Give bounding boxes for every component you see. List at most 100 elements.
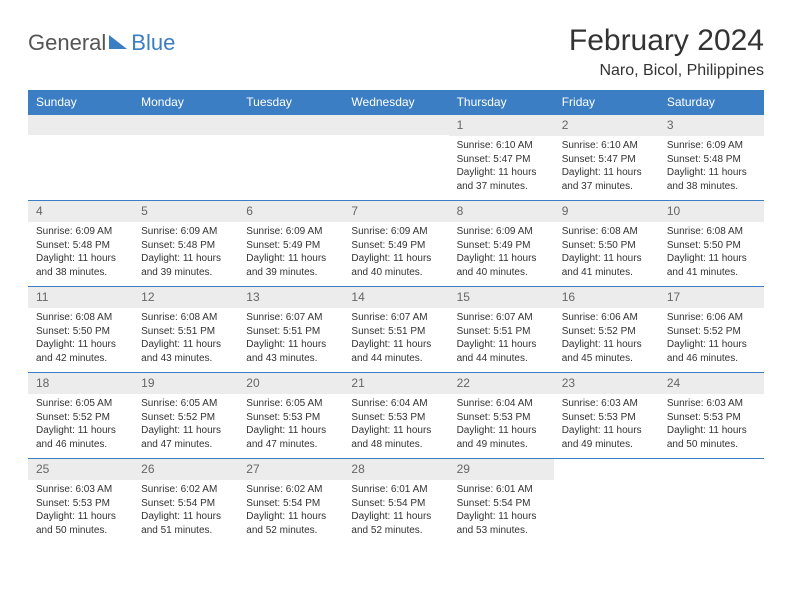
sunrise-value: 6:09 AM <box>496 226 533 237</box>
sunset-value: 5:54 PM <box>493 498 530 509</box>
calendar-cell <box>28 115 133 201</box>
daylight-label: Daylight: <box>457 253 496 264</box>
day-header: Wednesday <box>343 90 448 115</box>
sunrise-value: 6:08 AM <box>706 226 743 237</box>
day-body: Sunrise: 6:05 AMSunset: 5:52 PMDaylight:… <box>133 394 238 457</box>
sunset-label: Sunset: <box>36 498 70 509</box>
sunrise-value: 6:09 AM <box>286 226 323 237</box>
sunrise-label: Sunrise: <box>141 398 178 409</box>
sunrise-line: Sunrise: 6:06 AM <box>562 311 651 325</box>
sunrise-value: 6:01 AM <box>391 484 428 495</box>
day-number-empty <box>28 115 133 135</box>
sunset-value: 5:53 PM <box>388 412 425 423</box>
sunset-line: Sunset: 5:53 PM <box>457 411 546 425</box>
calendar-cell: 3Sunrise: 6:09 AMSunset: 5:48 PMDaylight… <box>659 115 764 201</box>
sunrise-line: Sunrise: 6:03 AM <box>562 397 651 411</box>
calendar-table: SundayMondayTuesdayWednesdayThursdayFrid… <box>28 90 764 545</box>
sunset-label: Sunset: <box>457 240 491 251</box>
sunrise-line: Sunrise: 6:02 AM <box>246 483 335 497</box>
calendar-cell: 20Sunrise: 6:05 AMSunset: 5:53 PMDayligh… <box>238 373 343 459</box>
sunrise-value: 6:03 AM <box>706 398 743 409</box>
daylight-label: Daylight: <box>246 425 285 436</box>
sunset-value: 5:52 PM <box>178 412 215 423</box>
daylight-line: Daylight: 11 hours and 50 minutes. <box>667 424 756 451</box>
logo-mark-icon <box>109 35 127 49</box>
calendar-cell: 23Sunrise: 6:03 AMSunset: 5:53 PMDayligh… <box>554 373 659 459</box>
day-number: 29 <box>449 459 554 480</box>
day-number: 5 <box>133 201 238 222</box>
sunset-line: Sunset: 5:52 PM <box>562 325 651 339</box>
day-number: 1 <box>449 115 554 136</box>
day-header: Friday <box>554 90 659 115</box>
daylight-label: Daylight: <box>141 511 180 522</box>
sunset-line: Sunset: 5:53 PM <box>246 411 335 425</box>
daylight-label: Daylight: <box>562 425 601 436</box>
daylight-line: Daylight: 11 hours and 45 minutes. <box>562 338 651 365</box>
sunset-label: Sunset: <box>141 498 175 509</box>
sunset-label: Sunset: <box>667 154 701 165</box>
sunrise-line: Sunrise: 6:08 AM <box>667 225 756 239</box>
sunset-value: 5:48 PM <box>73 240 110 251</box>
calendar-cell: 26Sunrise: 6:02 AMSunset: 5:54 PMDayligh… <box>133 459 238 545</box>
daylight-label: Daylight: <box>246 339 285 350</box>
day-number: 6 <box>238 201 343 222</box>
daylight-line: Daylight: 11 hours and 39 minutes. <box>246 252 335 279</box>
sunrise-line: Sunrise: 6:06 AM <box>667 311 756 325</box>
sunrise-label: Sunrise: <box>351 312 388 323</box>
sunrise-line: Sunrise: 6:08 AM <box>141 311 230 325</box>
logo-word2: Blue <box>131 30 175 56</box>
calendar-cell <box>238 115 343 201</box>
sunset-line: Sunset: 5:50 PM <box>36 325 125 339</box>
day-number-empty <box>133 115 238 135</box>
sunrise-label: Sunrise: <box>457 398 494 409</box>
daylight-label: Daylight: <box>457 511 496 522</box>
sunrise-line: Sunrise: 6:04 AM <box>351 397 440 411</box>
sunset-value: 5:54 PM <box>178 498 215 509</box>
sunset-line: Sunset: 5:52 PM <box>141 411 230 425</box>
day-number-empty <box>343 115 448 135</box>
sunset-label: Sunset: <box>667 326 701 337</box>
sunrise-label: Sunrise: <box>562 226 599 237</box>
sunset-label: Sunset: <box>141 326 175 337</box>
daylight-label: Daylight: <box>562 339 601 350</box>
sunrise-label: Sunrise: <box>457 312 494 323</box>
sunset-label: Sunset: <box>36 326 70 337</box>
sunrise-line: Sunrise: 6:08 AM <box>562 225 651 239</box>
day-body: Sunrise: 6:08 AMSunset: 5:50 PMDaylight:… <box>28 308 133 371</box>
sunset-line: Sunset: 5:54 PM <box>141 497 230 511</box>
daylight-label: Daylight: <box>667 253 706 264</box>
sunset-line: Sunset: 5:48 PM <box>141 239 230 253</box>
day-number: 21 <box>343 373 448 394</box>
daylight-line: Daylight: 11 hours and 48 minutes. <box>351 424 440 451</box>
daylight-label: Daylight: <box>562 167 601 178</box>
daylight-line: Daylight: 11 hours and 39 minutes. <box>141 252 230 279</box>
sunset-value: 5:47 PM <box>493 154 530 165</box>
sunrise-label: Sunrise: <box>667 312 704 323</box>
day-number: 12 <box>133 287 238 308</box>
daylight-label: Daylight: <box>457 425 496 436</box>
sunrise-label: Sunrise: <box>351 484 388 495</box>
daylight-label: Daylight: <box>141 339 180 350</box>
sunset-line: Sunset: 5:52 PM <box>36 411 125 425</box>
sunset-label: Sunset: <box>562 240 596 251</box>
day-header: Sunday <box>28 90 133 115</box>
calendar-cell: 9Sunrise: 6:08 AMSunset: 5:50 PMDaylight… <box>554 201 659 287</box>
day-number: 17 <box>659 287 764 308</box>
sunrise-value: 6:09 AM <box>706 140 743 151</box>
calendar-cell: 15Sunrise: 6:07 AMSunset: 5:51 PMDayligh… <box>449 287 554 373</box>
sunset-value: 5:49 PM <box>493 240 530 251</box>
day-body: Sunrise: 6:07 AMSunset: 5:51 PMDaylight:… <box>238 308 343 371</box>
calendar-cell: 2Sunrise: 6:10 AMSunset: 5:47 PMDaylight… <box>554 115 659 201</box>
sunrise-value: 6:03 AM <box>601 398 638 409</box>
day-number: 22 <box>449 373 554 394</box>
sunrise-label: Sunrise: <box>667 140 704 151</box>
sunrise-value: 6:05 AM <box>286 398 323 409</box>
sunset-value: 5:50 PM <box>598 240 635 251</box>
sunrise-line: Sunrise: 6:07 AM <box>246 311 335 325</box>
sunrise-value: 6:05 AM <box>75 398 112 409</box>
sunrise-label: Sunrise: <box>246 226 283 237</box>
day-body: Sunrise: 6:04 AMSunset: 5:53 PMDaylight:… <box>343 394 448 457</box>
daylight-line: Daylight: 11 hours and 52 minutes. <box>351 510 440 537</box>
daylight-line: Daylight: 11 hours and 46 minutes. <box>36 424 125 451</box>
day-number: 8 <box>449 201 554 222</box>
